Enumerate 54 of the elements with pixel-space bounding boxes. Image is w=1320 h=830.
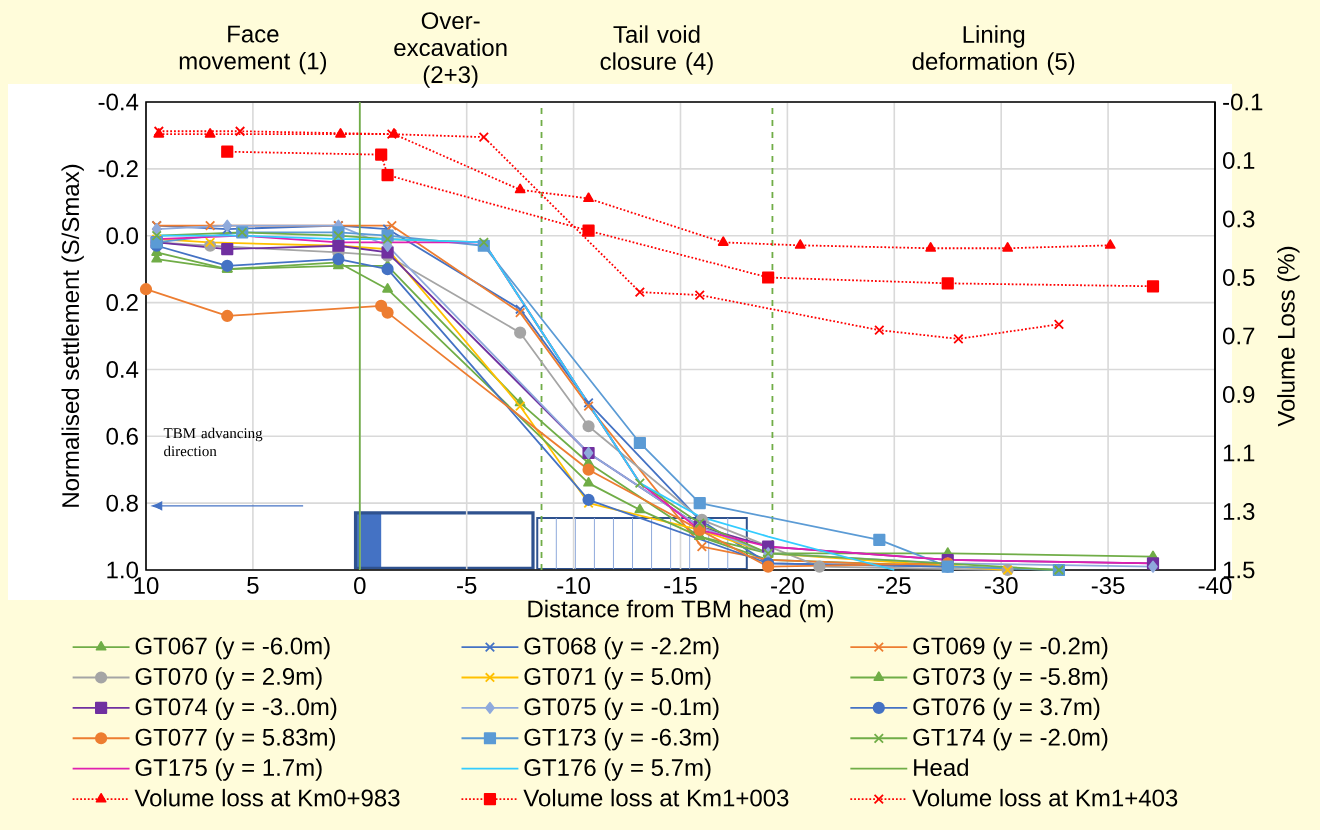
annotation: TBM advancing direction — [163, 427, 263, 457]
legend-label: GT175 (y = 1.7m) — [135, 758, 322, 781]
legend-label: Volume loss at Km0+983 — [134, 788, 400, 807]
legend-label: Head — [914, 758, 968, 777]
y-tick-label: -0.2 — [98, 160, 138, 178]
legend-label: GT067 (y = -6.0m) — [135, 636, 330, 660]
x-tick-label: -5 — [457, 577, 477, 594]
y-tick-label: 0.8 — [106, 494, 138, 512]
y2-tick-label: 0.5 — [1223, 269, 1255, 286]
x-tick-label: 0 — [354, 577, 366, 595]
y-axis-title: Normalised settlement (S/Smax) — [61, 164, 84, 507]
y-tick-label: 1.0 — [107, 561, 138, 579]
x-tick-label: -15 — [664, 577, 697, 594]
legend-label: GT071 (y = 5.0m) — [524, 667, 711, 690]
legend-label: GT074 (y = -3..0m) — [135, 697, 337, 721]
x-tick-label: 10 — [134, 577, 159, 595]
y2-tick-label: 0.3 — [1223, 210, 1255, 228]
y2-tick-label: 1.5 — [1223, 561, 1255, 579]
x-tick-label: -30 — [984, 577, 1018, 595]
legend-label: GT176 (y = 5.7m) — [524, 758, 711, 781]
y2-tick-label: 1.1 — [1223, 444, 1255, 462]
text: Tail void closure (4) — [600, 25, 713, 75]
x-tick-label: -40 — [1198, 577, 1232, 595]
legend-label: GT069 (y = -0.2m) — [913, 636, 1108, 660]
y-tick-label: -0.4 — [98, 93, 139, 111]
y2-tick-label: 0.9 — [1223, 386, 1255, 403]
legend-label: Volume loss at Km1+403 — [912, 788, 1178, 807]
y-tick-label: 0.0 — [106, 227, 138, 245]
y2-axis-title: Volume Loss (%) — [1277, 246, 1300, 427]
legend-label: GT068 (y = -2.2m) — [524, 636, 719, 660]
x-tick-label: -35 — [1091, 577, 1125, 595]
text: Face movement (1) — [179, 25, 327, 75]
y-tick-label: 0.4 — [106, 360, 139, 378]
y2-tick-label: 0.1 — [1223, 152, 1255, 169]
y2-tick-label: -0.1 — [1223, 93, 1263, 111]
x-tick-label: -25 — [878, 577, 911, 595]
legend-label: GT070 (y = 2.9m) — [135, 667, 322, 690]
text: Lining deformation (5) — [912, 25, 1075, 75]
legend-label: Volume loss at Km1+003 — [523, 788, 789, 807]
y2-tick-label: 1.3 — [1223, 503, 1255, 520]
x-tick-label: 5 — [247, 577, 259, 594]
legend-label: GT076 (y = 3.7m) — [913, 697, 1100, 721]
legend-label: GT174 (y = -2.0m) — [913, 728, 1108, 751]
y-tick-label: 0.6 — [106, 427, 138, 445]
legend-label: GT073 (y = -5.8m) — [913, 667, 1108, 690]
legend-label: GT077 (y = 5.83m) — [135, 728, 335, 751]
y-tick-label: 0.2 — [106, 294, 138, 312]
x-tick-label: -10 — [557, 577, 591, 595]
x-axis-title: Distance from TBM head (m) — [528, 599, 833, 623]
text: Over-excavation (2+3) — [394, 12, 507, 88]
y2-tick-label: 0.7 — [1223, 327, 1255, 345]
legend-label: GT173 (y = -6.3m) — [524, 728, 719, 751]
x-tick-label: -20 — [771, 577, 804, 595]
legend-label: GT075 (y = -0.1m) — [524, 697, 719, 721]
